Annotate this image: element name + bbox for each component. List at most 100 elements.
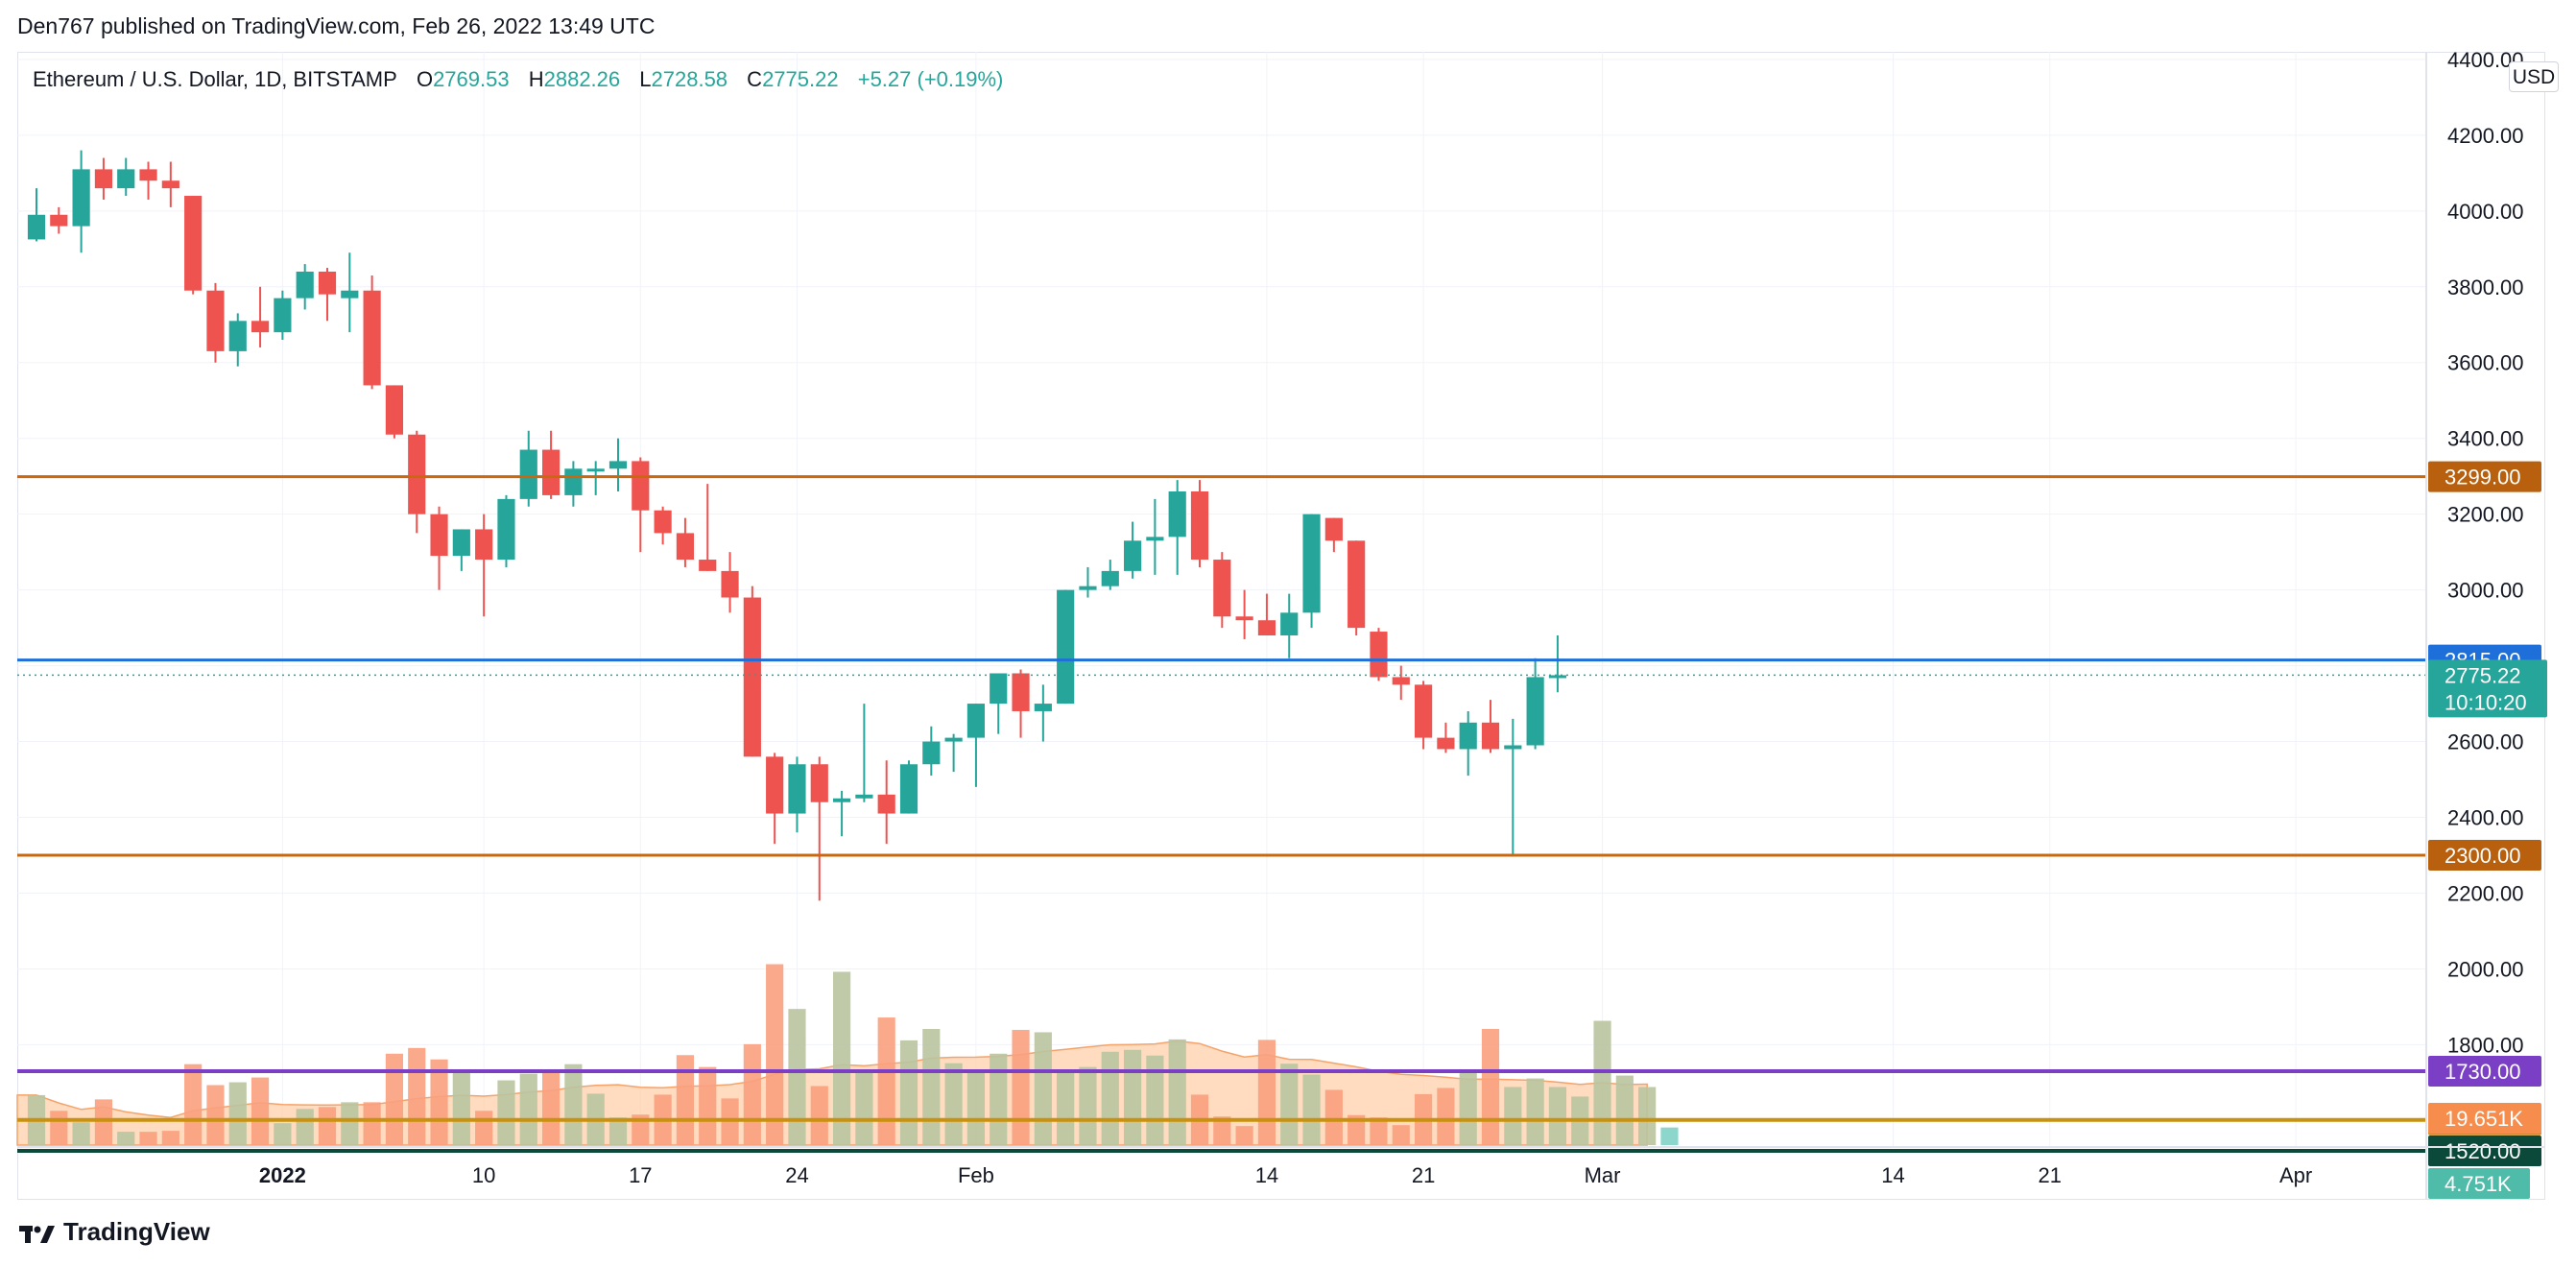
candle-body [1392,677,1410,685]
candle-body [632,461,650,511]
volume-bar [1638,1087,1657,1145]
level-badge: 1520.00 [2445,1139,2521,1163]
candle-body [497,498,515,561]
chart-grid [17,52,2426,1147]
candle-body [810,764,828,802]
level-badge-bg [2428,461,2541,492]
volume-bar [475,1111,493,1145]
volume-bar [1481,1028,1500,1145]
price-tick-label: 3400.00 [2447,427,2524,451]
candle-body [832,798,851,802]
candle-body [475,529,493,561]
volume-bar [274,1123,292,1145]
volume-bar [1392,1125,1410,1145]
volume-bar [1526,1078,1544,1145]
tradingview-logo-icon [19,1222,56,1243]
candle-body [541,449,561,495]
candle-body [1504,745,1522,750]
volume-bar [899,1040,918,1145]
volume-bar [788,1009,806,1145]
volume-ma-badge: 19.651K [2445,1107,2523,1131]
price-tick-label: 2000.00 [2447,957,2524,981]
volume-bar [519,1073,537,1145]
volume-ma-badge-bg [2428,1102,2541,1134]
candle-body [654,510,672,534]
candle-body [743,597,761,757]
symbol-name: Ethereum / U.S. Dollar, 1D, BITSTAMP [33,67,397,91]
price-tick-label: 3200.00 [2447,503,2524,527]
candle-body [27,214,46,240]
time-tick-label: Feb [958,1163,994,1187]
close-value: 2775.22 [762,67,839,91]
candle-body [877,794,895,814]
volume-bar [1257,1040,1276,1145]
volume-bar [50,1111,68,1145]
volume-bar [228,1082,247,1145]
volume-bar [408,1047,426,1145]
candle-body [318,271,337,295]
volume-bar [341,1102,359,1145]
volume-bar [608,1117,628,1145]
time-tick-label: 24 [785,1163,808,1187]
volume-bar [944,1063,963,1145]
time-tick-label: 14 [1881,1163,1904,1187]
candle-body [1123,540,1142,571]
volume-bar [1437,1088,1455,1145]
volume-bar [1370,1117,1388,1145]
volume-bar [1034,1032,1052,1145]
volume-bar [1615,1075,1634,1145]
candle-body [1348,540,1366,629]
volume-bar [497,1080,515,1145]
horizontal-levels [17,475,2426,1153]
candle-body [1213,560,1231,617]
candle-body [1168,490,1186,538]
candle-body [228,321,247,351]
volume-bar [990,1053,1008,1145]
currency-button[interactable]: USD [2509,61,2559,92]
candle-body [899,764,918,814]
volume-bar [430,1059,448,1145]
candle-body [1437,737,1455,750]
candle-body [721,570,739,598]
volume-bar [1548,1087,1567,1145]
volume-bar [632,1114,650,1145]
volume-bar [922,1028,941,1145]
volume-bar [72,1122,90,1145]
volume-bar [1101,1051,1119,1145]
candle-body [408,434,426,514]
candle-body [1370,632,1388,678]
candle-body [1302,514,1321,613]
time-tick-label: 14 [1255,1163,1278,1187]
volume-bar [1348,1114,1366,1145]
candle-body [363,290,381,386]
candle-body [1146,537,1164,541]
volume-bar [385,1053,404,1145]
volume-bar [541,1069,561,1145]
volume-bar [452,1070,470,1145]
volume-last-badge: 4.751K [2445,1172,2512,1196]
symbol-legend: Ethereum / U.S. Dollar, 1D, BITSTAMP O27… [33,67,1016,92]
candle-body [922,741,941,765]
time-tick-label: 21 [2038,1163,2061,1187]
volume-bar [810,1086,828,1145]
price-tick-label: 2400.00 [2447,806,2524,830]
level-badge: 2300.00 [2445,844,2521,868]
candle-body [966,704,986,738]
change-value: +5.27 (+0.19%) [857,67,1004,91]
volume-bar [296,1109,314,1145]
candle-body [184,196,203,291]
volume-bar [1012,1029,1030,1145]
candle-body [452,529,470,557]
candle-body [788,764,806,814]
last-price-badge-bg [2428,659,2547,718]
volume-bars [27,964,1679,1145]
candle-body [1459,722,1477,750]
volume-bar [318,1107,337,1145]
candle-body [944,737,963,742]
volume-bar [363,1102,381,1145]
time-tick-label: 2022 [259,1163,306,1187]
candle-body [1257,620,1276,636]
tradingview-logo[interactable]: TradingView [19,1217,210,1247]
candle-body [341,290,359,299]
